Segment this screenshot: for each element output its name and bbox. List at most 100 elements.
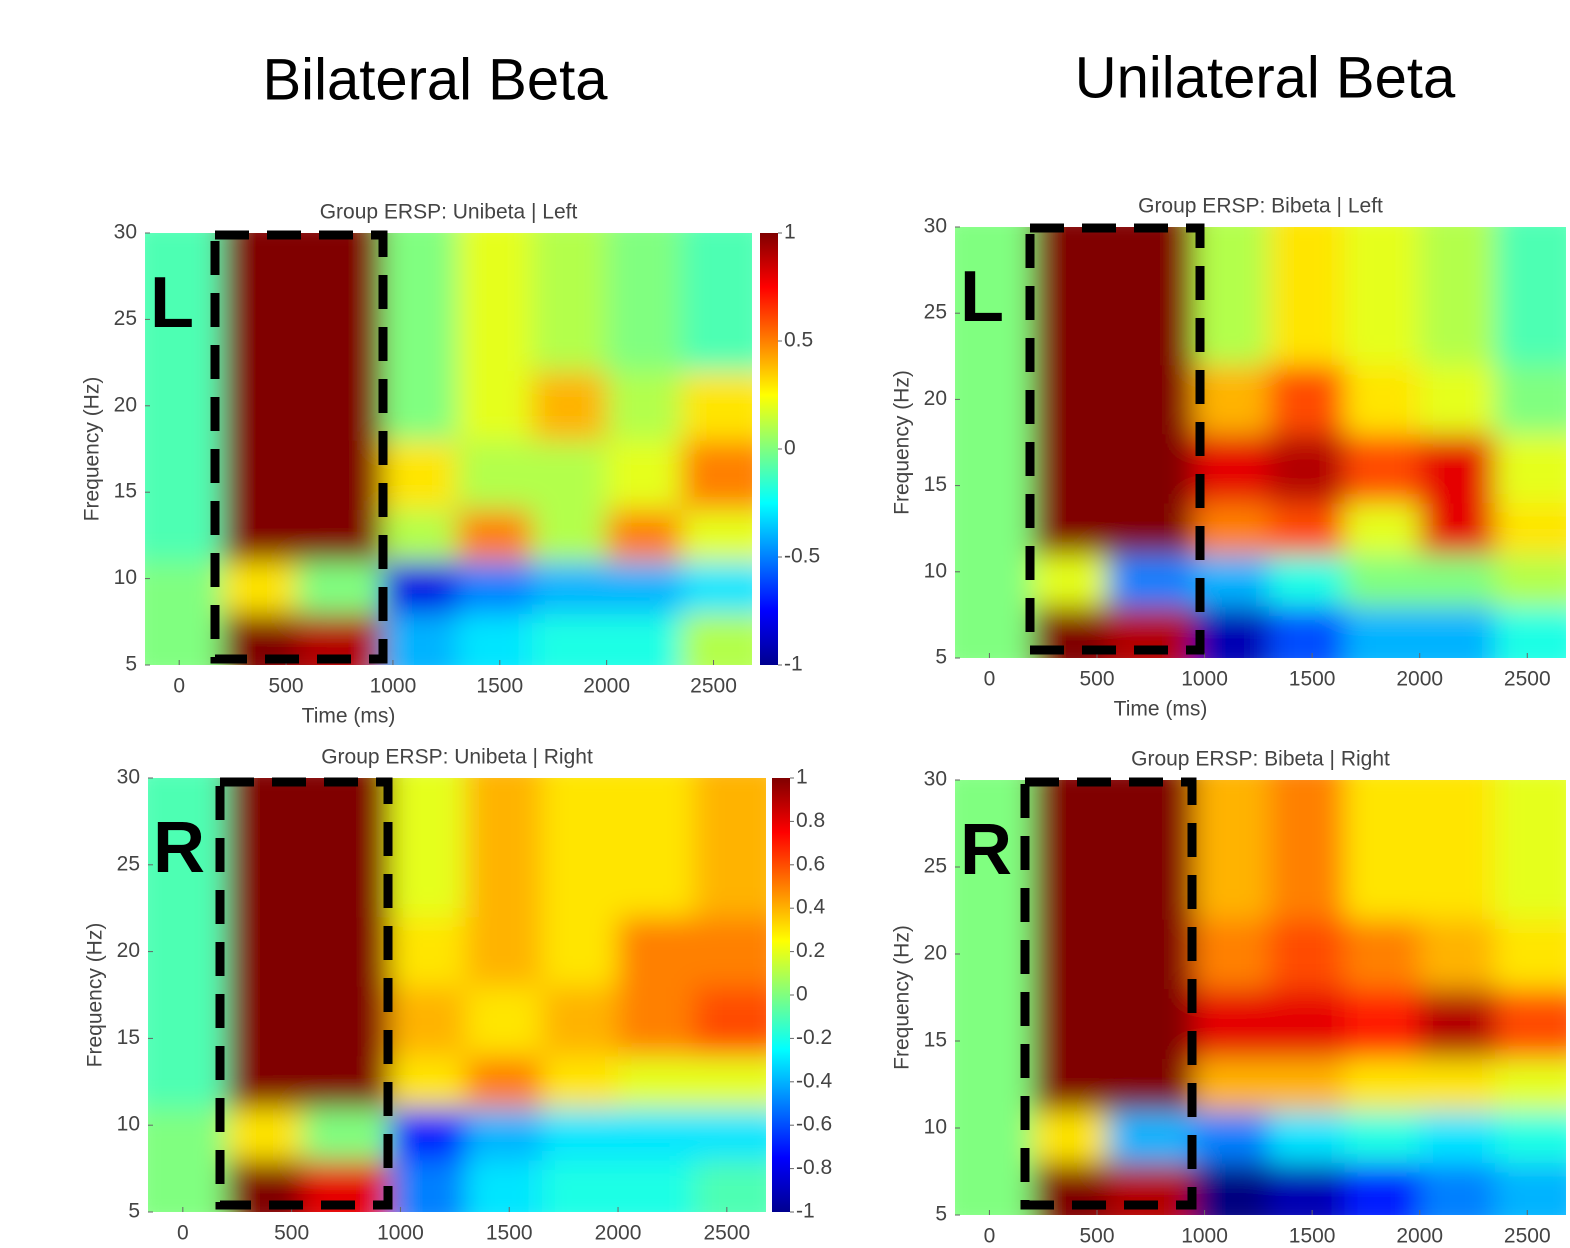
x-tick-label: 0 (984, 1225, 996, 1248)
highlight-box (215, 777, 393, 1210)
heatmap-cell (1419, 1058, 1496, 1112)
x-tick-label: 1000 (1181, 668, 1228, 691)
colorbar-tick-label: 0.4 (796, 896, 826, 919)
heatmap-cell (1193, 780, 1270, 920)
heatmap-cell (1269, 780, 1345, 920)
heatmap-cell (1032, 554, 1109, 607)
heatmap-cell (1495, 988, 1566, 1059)
heatmap-cell (226, 986, 303, 1057)
heatmap-cell (955, 502, 1033, 556)
y-tick-label: 20 (924, 942, 947, 965)
heatmap-cell (606, 561, 682, 614)
heatmap-cell (296, 233, 383, 372)
heatmap-cell (1193, 433, 1270, 504)
y-tick-label: 15 (114, 480, 137, 503)
y-tick-label: 10 (924, 1116, 947, 1139)
heatmap-cell (541, 986, 619, 1057)
heatmap-cell (1193, 364, 1270, 435)
x-tick-label: 0 (984, 668, 996, 691)
y-tick-label: 15 (924, 1029, 947, 1052)
heatmap-cell (1419, 1110, 1496, 1164)
panel: Group ERSP: Unibeta | Right 0 500 1000 1500 2… (84, 746, 833, 1245)
heatmap-cell (296, 561, 383, 614)
heatmap-cell (226, 1055, 303, 1109)
heatmap-cell (465, 778, 543, 918)
heatmap-cell (531, 371, 608, 441)
heatmap-cell (955, 364, 1033, 435)
heatmap-cell (1107, 554, 1195, 607)
heatmap-cell (1495, 606, 1566, 658)
heatmap-cell (694, 1055, 766, 1109)
colorbar-tick-label: 1 (796, 766, 808, 789)
heatmap-cell (1419, 988, 1496, 1059)
heatmap-cell (955, 227, 1033, 366)
x-tick-label: 0 (177, 1222, 189, 1245)
heatmap-cell (226, 1107, 303, 1161)
heatmap-cell (1419, 606, 1496, 658)
heatmap-cells (955, 227, 1566, 658)
x-tick-label: 1500 (1289, 668, 1336, 691)
y-axis-label: Frequency (Hz) (891, 925, 914, 1070)
colorbar-tick-label: -0.8 (796, 1156, 832, 1179)
heatmap-cell (1419, 364, 1496, 435)
heatmap-cell (1032, 1058, 1109, 1112)
heatmap-cell (148, 986, 227, 1057)
y-tick-label: 30 (924, 768, 947, 791)
heatmap-cell (1107, 433, 1195, 504)
heatmap-cell (1344, 1162, 1421, 1215)
heatmap-cell (531, 613, 608, 665)
panel: Group ERSP: Bibeta | Left 0 500 1000 1500 200… (891, 195, 1566, 721)
heatmap-cell (681, 371, 752, 441)
heatmap-cell (145, 561, 223, 614)
heatmap-cell (1107, 364, 1195, 435)
x-tick-label: 2500 (1504, 1225, 1551, 1248)
heatmap-cell (1495, 919, 1566, 990)
heatmap-area (955, 227, 1566, 658)
heatmap-cell (148, 1107, 227, 1161)
panel-title: Group ERSP: Bibeta | Right (1131, 748, 1390, 771)
x-tick-label: 2000 (1396, 1225, 1443, 1248)
heatmap-cell (1032, 780, 1109, 920)
heatmap-cell (618, 986, 695, 1057)
panel-letter: R (153, 808, 205, 888)
heatmap-cell (1344, 606, 1421, 658)
panel: Group ERSP: Unibeta | Left 0 500 1000 1500 20… (81, 201, 821, 728)
heatmap-cell (145, 440, 223, 510)
heatmap-cell (955, 780, 1033, 920)
heatmap-cell (389, 778, 467, 918)
y-tick-label: 25 (114, 307, 137, 330)
heatmap-cell (606, 371, 682, 441)
heatmap-cell (618, 1159, 695, 1212)
x-tick-label: 1500 (476, 675, 523, 698)
heatmap-cell (531, 509, 608, 562)
heatmap-cell (382, 509, 458, 562)
heatmap-cell (221, 509, 298, 562)
heatmap-cell (1193, 988, 1270, 1059)
heatmap-area (955, 780, 1566, 1215)
colorbar-tick-label: 0 (796, 983, 808, 1006)
x-tick-label: 2000 (595, 1222, 642, 1245)
heatmap-cells (145, 233, 752, 665)
heatmap-cell (221, 233, 298, 372)
heatmap-cell (1344, 988, 1421, 1059)
heatmap-cell (1107, 1110, 1195, 1164)
heatmap-cell (1495, 433, 1566, 504)
x-axis-label: Time (ms) (1114, 698, 1208, 721)
heatmap-cell (465, 916, 543, 987)
heatmap-cell (618, 1055, 695, 1109)
heatmap-cell (1495, 364, 1566, 435)
heatmap-cell (955, 1110, 1033, 1164)
heatmap-area (148, 778, 766, 1212)
heatmap-cell (531, 440, 608, 510)
heatmap-cell (694, 1159, 766, 1212)
colorbar-tick-label: 1 (784, 221, 796, 244)
heatmap-cell (296, 371, 383, 441)
y-axis-label: Frequency (Hz) (891, 370, 914, 515)
x-tick-label: 500 (1079, 1225, 1114, 1248)
heatmap-cell (302, 916, 391, 987)
x-tick-label: 500 (1079, 668, 1114, 691)
y-tick-label: 5 (935, 1203, 947, 1226)
colorbar-tick-label: 0.5 (784, 329, 813, 352)
x-tick-label: 2000 (1396, 668, 1443, 691)
